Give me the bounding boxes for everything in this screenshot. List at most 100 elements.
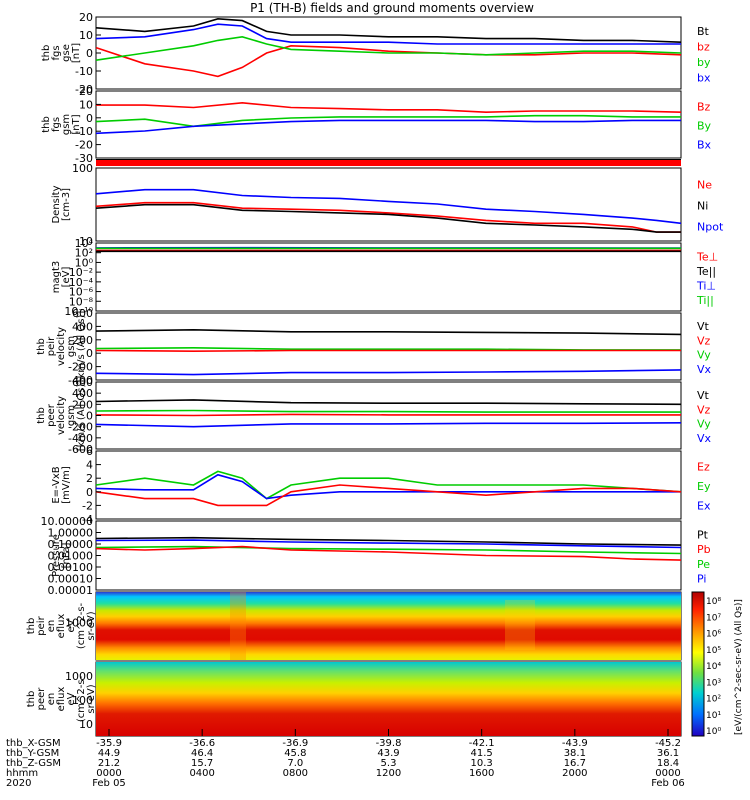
y-tick-label: 1.00000 (48, 527, 94, 540)
y-tick-label: 0 (86, 486, 93, 499)
x-tick-label: 38.1 (564, 748, 586, 759)
y-tick-label: 0.01000 (48, 550, 94, 563)
y-axis-label: fgs (51, 117, 62, 132)
y-tick-label: -2 (82, 499, 93, 512)
x-tick-label: 10.3 (471, 758, 493, 769)
y-tick-label: 0.10000 (48, 538, 94, 551)
ion-spectrogram (96, 592, 681, 660)
y-tick-label: 20 (79, 11, 93, 24)
legend-item-bt: Bt (697, 25, 710, 38)
x-tick-label: -36.9 (282, 738, 308, 749)
y-tick-label: 0 (86, 112, 93, 125)
y-axis-label: [km/s (All Qs)] (76, 380, 87, 452)
series-vx-line (95, 369, 682, 376)
series-vz-line (95, 349, 681, 353)
series-bz-line (96, 101, 682, 114)
y-tick-label: -400 (68, 374, 93, 387)
colorbar-tick-label: 10⁸ (706, 597, 721, 607)
x-tick-label: -42.1 (469, 738, 495, 749)
y-axis-label: [nPa] (61, 542, 72, 568)
y-tick-label: 10 (79, 235, 93, 248)
panel-frame (95, 242, 682, 312)
panel-fgs-gse: 20 10 0 -10 -20 thb fgs gse [nT] Bt bz by bx (41, 11, 711, 96)
date-start-label: Feb 05 (92, 778, 126, 789)
y-tick-label: 1000 (65, 670, 93, 683)
x-tick-label: 0800 (283, 768, 308, 779)
y-axis-label: en (46, 620, 57, 633)
x-tick-label: 7.0 (287, 758, 303, 769)
legend-item-npot: Npot (697, 221, 724, 234)
y-tick-label: 0.00001 (48, 584, 94, 597)
series-vt-line (95, 399, 682, 406)
y-axis-label: fgs (51, 45, 62, 60)
series-ex-line (95, 473, 681, 500)
year-label: 2020 (6, 778, 31, 789)
y-tick-label: 10⁻⁶ (69, 286, 94, 299)
legend-item-te: Te|| (696, 265, 716, 278)
y-tick-label: 10.00000 (41, 515, 94, 528)
legend-item-vx: Vx (697, 432, 712, 445)
series-bz-line (95, 44, 682, 78)
legend-item-vz: Vz (697, 334, 711, 347)
y-tick-label: 20 (79, 85, 93, 98)
y-tick-label: 0 (86, 410, 93, 423)
y-tick-label: 600 (72, 376, 93, 389)
y-axis-label: Pressure (51, 534, 62, 577)
x-tick-label: 0400 (189, 768, 214, 779)
legend-item-pb: Pb (697, 543, 711, 556)
y-axis-label: thb (26, 691, 37, 708)
date-end-label: Feb 06 (651, 778, 685, 789)
y-axis-label: velocity (56, 327, 67, 366)
data-availability-bar (96, 159, 681, 166)
y-axis-label: (cm^2-s- (76, 602, 87, 649)
y-axis-label: [nT] (71, 43, 82, 63)
y-tick-label: 0 (86, 47, 93, 60)
colorbar-tick-label: 10⁰ (706, 727, 721, 737)
series-vt-line (95, 328, 682, 336)
y-tick-label: 10⁻⁴ (69, 276, 94, 289)
y-axis-label: Density (51, 185, 62, 223)
y-axis-label: thb (26, 618, 37, 635)
colorbar-tick-label: 10⁵ (706, 646, 721, 656)
x-tick-label: 0000 (96, 768, 121, 779)
colorbar-tick-label: 10³ (706, 678, 721, 688)
legend-item-by: By (697, 120, 712, 133)
legend-item-bx: bx (697, 71, 711, 84)
legend-item-vx: Vx (697, 363, 712, 376)
y-axis-label: eflux (56, 614, 67, 639)
legend-item-bx: Bx (697, 139, 712, 152)
legend-item-ey: Ey (697, 480, 711, 493)
y-tick-label: -10 (75, 65, 93, 78)
y-tick-label: -4 (82, 513, 93, 526)
y-axis-label: sr-eV) (86, 684, 97, 713)
colorbar: 10⁸ 10⁷ 10⁶ 10⁵ 10⁴ 10³ 10² 10¹ 10⁰ [eV/(cm^2-se… (691, 591, 744, 737)
x-tick-label: 21.2 (98, 758, 120, 769)
x-tick-label: 1200 (376, 768, 401, 779)
y-tick-label: -400 (68, 432, 93, 445)
y-tick-label: 0.00100 (48, 561, 94, 574)
y-axis-label: (cm^2-s- (76, 675, 87, 722)
colorbar-tick-label: 10⁶ (706, 630, 721, 640)
x-tick-label: 1600 (469, 768, 494, 779)
x-row-label: thb_X-GSM (6, 738, 61, 749)
y-tick-label: 10 (79, 98, 93, 111)
y-axis-label: peir (36, 615, 47, 635)
y-tick-label: 400 (72, 320, 93, 333)
y-tick-label: 1000 (65, 617, 93, 630)
y-tick-label: 0 (86, 347, 93, 360)
panel-frame (95, 167, 682, 242)
x-tick-label: 36.1 (657, 748, 679, 759)
series-pi-line (95, 539, 682, 549)
y-axis-label: [eV] (61, 267, 72, 288)
series-ey-line (95, 470, 682, 500)
y-axis-label: peir (46, 336, 57, 356)
legend-item-vt: Vt (697, 320, 710, 333)
y-tick-label: 0.00010 (48, 573, 94, 586)
legend-item-vy: Vy (697, 349, 711, 362)
series-vx-line (95, 421, 682, 428)
y-tick-label: 10 (79, 718, 93, 731)
electron-spectrogram (96, 662, 681, 736)
